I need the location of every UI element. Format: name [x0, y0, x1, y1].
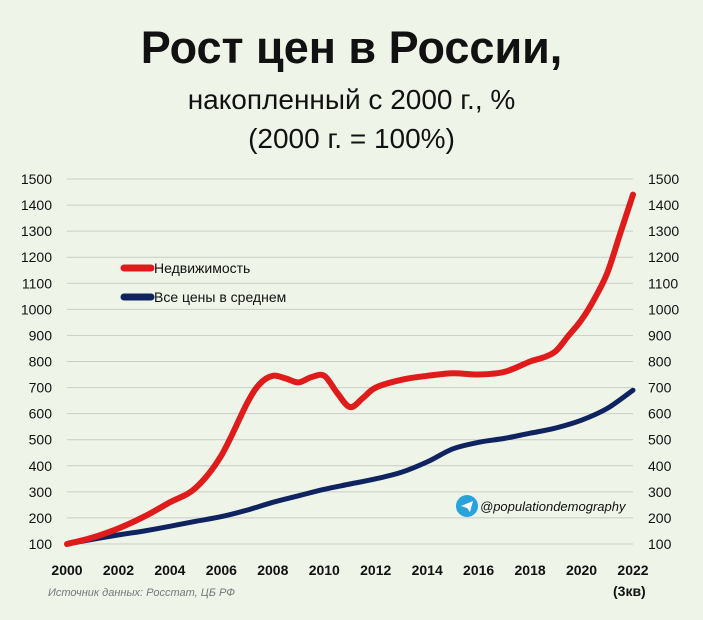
x-tick-label: 2022 — [617, 562, 648, 578]
x-tick-label: 2020 — [566, 562, 597, 578]
chart-subtitle-base: (2000 г. = 100%) — [248, 123, 455, 154]
legend-label-real-estate: Недвижимость — [154, 260, 250, 276]
x-axis: 2000 2002 2004 2006 2008 2010 2012 2014 2016 2018… — [51, 562, 648, 578]
y-tick-label-right: 200 — [648, 510, 672, 526]
y-tick-label-left: 1300 — [21, 223, 52, 239]
y-tick-label-right: 1100 — [648, 275, 678, 291]
y-tick-label-left: 1500 — [21, 171, 52, 187]
y-tick-label-left: 400 — [29, 458, 53, 474]
source-note: Источник данных: Росстат, ЦБ РФ — [48, 587, 235, 599]
y-tick-label-right: 400 — [648, 458, 672, 474]
y-tick-label-left: 1200 — [21, 249, 52, 265]
y-tick-label-right: 1300 — [648, 223, 679, 239]
y-axis-right: 100 200 300 400 500 600 700 800 900 1000 1100 1200 1… — [648, 171, 679, 552]
chart-title: Рост цен в России, — [140, 22, 563, 73]
y-tick-label-left: 300 — [29, 484, 53, 500]
y-tick-label-left: 500 — [29, 432, 53, 448]
legend-label-all-prices: Все цены в среднем — [154, 289, 286, 305]
x-tick-label: 2016 — [463, 562, 494, 578]
x-tick-note: (3кв) — [613, 583, 646, 599]
x-tick-label: 2012 — [360, 562, 391, 578]
x-tick-label: 2010 — [309, 562, 340, 578]
y-tick-label-right: 1000 — [648, 301, 679, 317]
x-tick-label: 2006 — [206, 562, 237, 578]
y-tick-label-right: 100 — [648, 536, 672, 552]
y-tick-label-left: 1100 — [22, 275, 52, 291]
grid-lines — [67, 178, 633, 545]
telegram-badge: @populationdemography — [456, 495, 627, 517]
y-tick-label-right: 1200 — [648, 249, 679, 265]
y-tick-label-right: 500 — [648, 432, 672, 448]
y-tick-label-right: 800 — [648, 354, 672, 370]
x-tick-label: 2000 — [51, 562, 82, 578]
y-tick-label-right: 900 — [648, 327, 672, 343]
y-tick-label-right: 300 — [648, 484, 672, 500]
y-tick-label-right: 700 — [648, 380, 672, 396]
x-tick-label: 2014 — [412, 562, 443, 578]
y-tick-label-left: 600 — [29, 406, 53, 422]
y-tick-label-left: 1000 — [21, 301, 52, 317]
telegram-plane-glyph — [461, 501, 473, 512]
x-tick-label: 2002 — [103, 562, 134, 578]
chart-subtitle: накопленный с 2000 г., % — [187, 84, 516, 115]
y-tick-label-left: 100 — [29, 536, 53, 552]
y-tick-label-left: 700 — [29, 380, 53, 396]
telegram-handle: @populationdemography — [480, 499, 627, 514]
series-line-real-estate — [64, 191, 636, 547]
x-tick-label: 2004 — [154, 562, 185, 578]
y-tick-label-right: 1500 — [648, 171, 679, 187]
y-tick-label-left: 800 — [29, 354, 53, 370]
x-tick-label: 2008 — [257, 562, 288, 578]
y-tick-label-left: 900 — [29, 327, 53, 343]
y-axis-left: 100 200 300 400 500 600 700 800 900 1000 1100 1200 1… — [21, 171, 52, 552]
y-tick-label-right: 600 — [648, 406, 672, 422]
y-tick-label-left: 200 — [29, 510, 53, 526]
y-tick-label-right: 1400 — [648, 197, 679, 213]
series-lines — [64, 191, 636, 547]
series-line-all-prices — [64, 387, 636, 547]
x-tick-label: 2018 — [515, 562, 546, 578]
legend: Недвижимость Все цены в среднем — [120, 260, 286, 305]
y-tick-label-left: 1400 — [21, 197, 52, 213]
